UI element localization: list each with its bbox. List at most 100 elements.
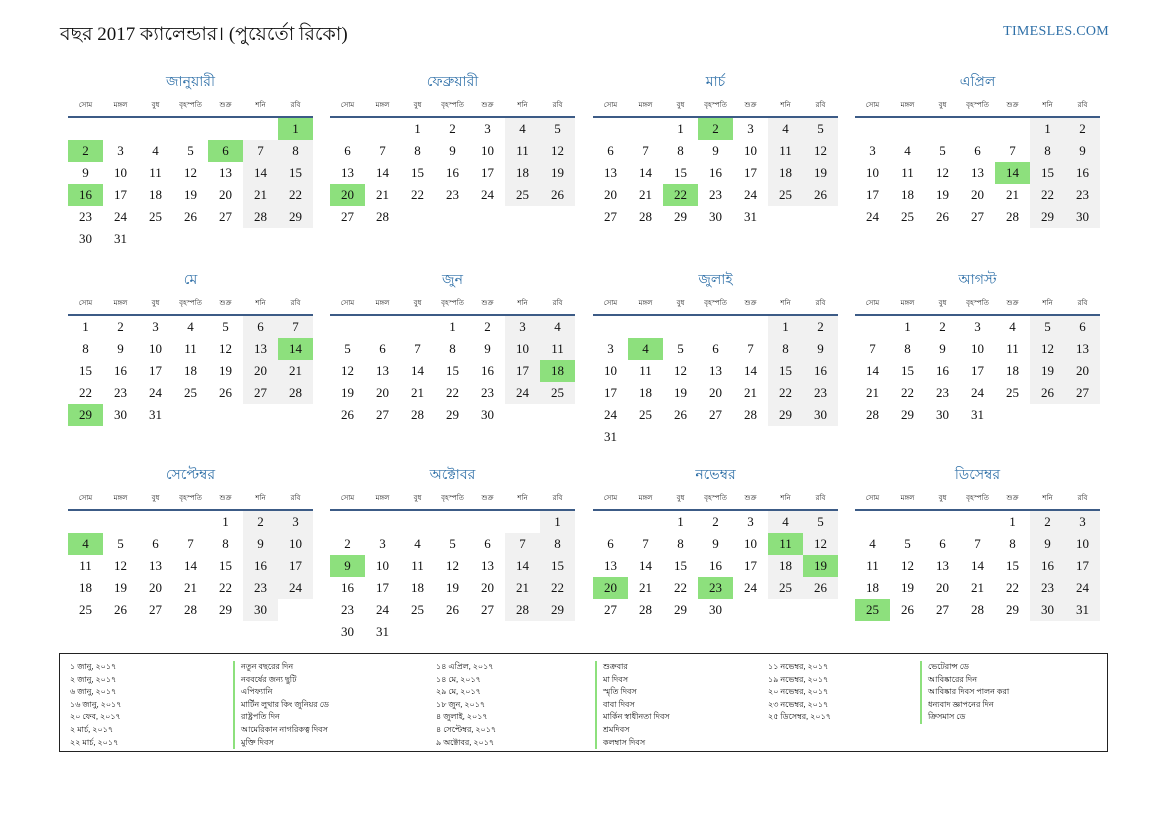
day-cell[interactable]: 8 xyxy=(82,341,89,356)
day-cell[interactable]: 9 xyxy=(712,143,719,158)
weekend-day-cell[interactable]: 24 xyxy=(1065,577,1100,599)
day-cell[interactable]: 28 xyxy=(971,602,984,617)
day-cell[interactable]: 15 xyxy=(411,165,424,180)
brand-link[interactable]: TIMESLES.COM xyxy=(1003,24,1109,39)
day-cell[interactable]: 18 xyxy=(149,187,162,202)
holiday-day-cell[interactable]: 18 xyxy=(540,360,575,382)
weekend-day-cell[interactable]: 14 xyxy=(505,555,540,577)
weekend-day-cell[interactable]: 8 xyxy=(540,533,575,555)
day-cell[interactable]: 14 xyxy=(971,558,984,573)
weekend-day-cell[interactable]: 22 xyxy=(1030,184,1065,206)
weekend-day-cell[interactable]: 30 xyxy=(243,599,278,621)
weekend-day-cell[interactable]: 21 xyxy=(243,184,278,206)
weekend-day-cell[interactable]: 11 xyxy=(768,140,803,162)
day-cell[interactable]: 29 xyxy=(1006,602,1019,617)
day-cell[interactable]: 23 xyxy=(709,187,722,202)
holiday-day-cell[interactable]: 19 xyxy=(803,555,838,577)
weekend-day-cell[interactable]: 16 xyxy=(1030,555,1065,577)
weekend-day-cell[interactable]: 23 xyxy=(803,382,838,404)
day-cell[interactable]: 24 xyxy=(604,407,617,422)
day-cell[interactable]: 23 xyxy=(446,187,459,202)
day-cell[interactable]: 6 xyxy=(712,341,719,356)
day-cell[interactable]: 19 xyxy=(936,187,949,202)
day-cell[interactable]: 24 xyxy=(481,187,494,202)
day-cell[interactable]: 21 xyxy=(411,385,424,400)
day-cell[interactable]: 1 xyxy=(904,319,911,334)
day-cell[interactable]: 11 xyxy=(639,363,652,378)
weekend-day-cell[interactable]: 10 xyxy=(278,533,313,555)
day-cell[interactable]: 31 xyxy=(604,429,617,444)
day-cell[interactable]: 4 xyxy=(904,143,911,158)
day-cell[interactable]: 23 xyxy=(79,209,92,224)
day-cell[interactable]: 5 xyxy=(187,143,194,158)
day-cell[interactable]: 29 xyxy=(901,407,914,422)
day-cell[interactable]: 7 xyxy=(642,536,649,551)
weekend-day-cell[interactable]: 28 xyxy=(278,382,313,404)
day-cell[interactable]: 28 xyxy=(184,602,197,617)
weekend-day-cell[interactable]: 26 xyxy=(540,184,575,206)
day-cell[interactable]: 1 xyxy=(449,319,456,334)
day-cell[interactable]: 28 xyxy=(376,209,389,224)
day-cell[interactable]: 7 xyxy=(747,341,754,356)
day-cell[interactable]: 16 xyxy=(709,165,722,180)
day-cell[interactable]: 24 xyxy=(744,580,757,595)
day-cell[interactable]: 21 xyxy=(866,385,879,400)
weekend-day-cell[interactable]: 29 xyxy=(768,404,803,426)
day-cell[interactable]: 1 xyxy=(222,514,229,529)
day-cell[interactable]: 16 xyxy=(936,363,949,378)
day-cell[interactable]: 27 xyxy=(604,602,617,617)
day-cell[interactable]: 28 xyxy=(1006,209,1019,224)
day-cell[interactable]: 12 xyxy=(446,558,459,573)
day-cell[interactable]: 7 xyxy=(1009,143,1016,158)
day-cell[interactable]: 11 xyxy=(411,558,424,573)
day-cell[interactable]: 5 xyxy=(117,536,124,551)
weekend-day-cell[interactable]: 20 xyxy=(243,360,278,382)
holiday-day-cell[interactable]: 4 xyxy=(628,338,663,360)
day-cell[interactable]: 27 xyxy=(709,407,722,422)
day-cell[interactable]: 22 xyxy=(446,385,459,400)
day-cell[interactable]: 28 xyxy=(639,209,652,224)
day-cell[interactable]: 18 xyxy=(866,580,879,595)
weekend-day-cell[interactable]: 10 xyxy=(505,338,540,360)
day-cell[interactable]: 6 xyxy=(379,341,386,356)
day-cell[interactable]: 29 xyxy=(446,407,459,422)
weekend-day-cell[interactable]: 12 xyxy=(540,140,575,162)
weekend-day-cell[interactable]: 15 xyxy=(768,360,803,382)
holiday-day-cell[interactable]: 25 xyxy=(855,599,890,621)
weekend-day-cell[interactable]: 19 xyxy=(1030,360,1065,382)
day-cell[interactable]: 9 xyxy=(117,341,124,356)
day-cell[interactable]: 21 xyxy=(744,385,757,400)
weekend-day-cell[interactable]: 28 xyxy=(243,206,278,228)
weekend-day-cell[interactable]: 13 xyxy=(243,338,278,360)
day-cell[interactable]: 17 xyxy=(481,165,494,180)
day-cell[interactable]: 3 xyxy=(974,319,981,334)
day-cell[interactable]: 2 xyxy=(117,319,124,334)
day-cell[interactable]: 6 xyxy=(152,536,159,551)
day-cell[interactable]: 28 xyxy=(411,407,424,422)
day-cell[interactable]: 26 xyxy=(674,407,687,422)
day-cell[interactable]: 29 xyxy=(674,209,687,224)
holiday-day-cell[interactable]: 14 xyxy=(278,338,313,360)
day-cell[interactable]: 27 xyxy=(936,602,949,617)
day-cell[interactable]: 27 xyxy=(971,209,984,224)
day-cell[interactable]: 1 xyxy=(677,121,684,136)
day-cell[interactable]: 23 xyxy=(936,385,949,400)
day-cell[interactable]: 17 xyxy=(866,187,879,202)
day-cell[interactable]: 22 xyxy=(1006,580,1019,595)
day-cell[interactable]: 21 xyxy=(639,187,652,202)
day-cell[interactable]: 13 xyxy=(481,558,494,573)
day-cell[interactable]: 8 xyxy=(449,341,456,356)
weekend-day-cell[interactable]: 1 xyxy=(540,511,575,533)
day-cell[interactable]: 20 xyxy=(219,187,232,202)
day-cell[interactable]: 25 xyxy=(901,209,914,224)
day-cell[interactable]: 7 xyxy=(869,341,876,356)
day-cell[interactable]: 3 xyxy=(379,536,386,551)
day-cell[interactable]: 13 xyxy=(709,363,722,378)
day-cell[interactable]: 30 xyxy=(481,407,494,422)
day-cell[interactable]: 2 xyxy=(484,319,491,334)
day-cell[interactable]: 6 xyxy=(974,143,981,158)
weekend-day-cell[interactable]: 15 xyxy=(540,555,575,577)
weekend-day-cell[interactable]: 16 xyxy=(803,360,838,382)
weekend-day-cell[interactable]: 29 xyxy=(1030,206,1065,228)
day-cell[interactable]: 7 xyxy=(642,143,649,158)
